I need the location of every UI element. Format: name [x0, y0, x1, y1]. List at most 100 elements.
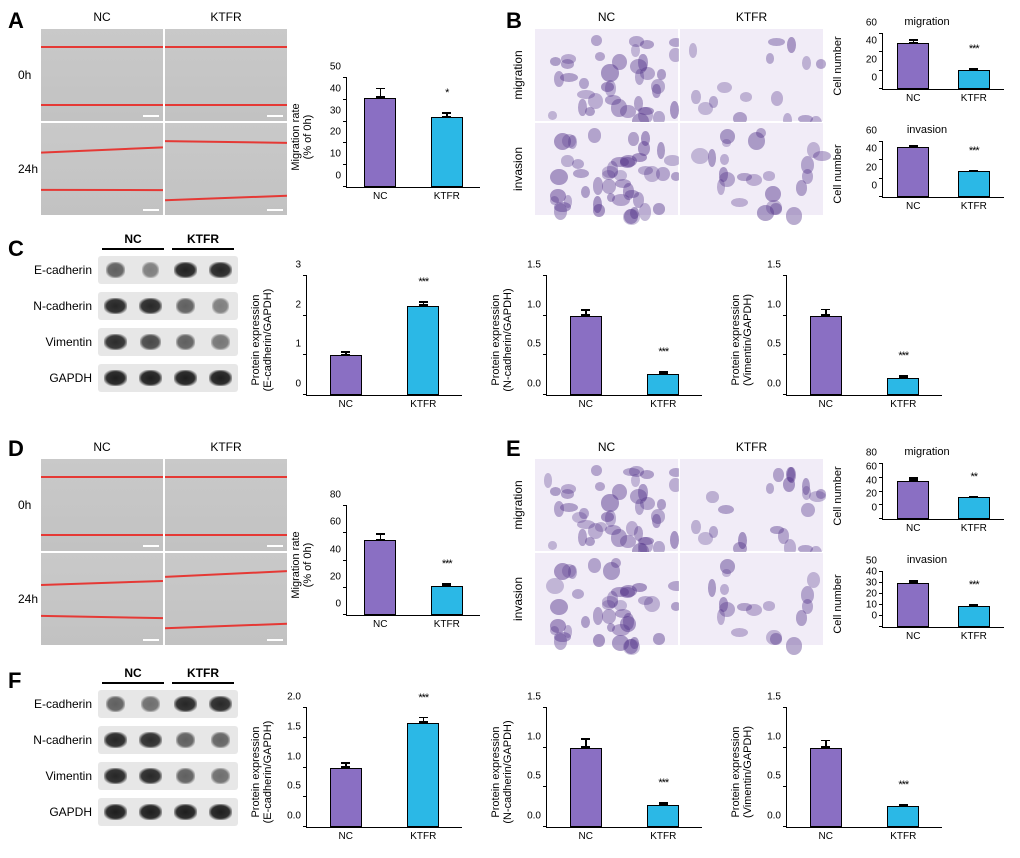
errorbar: [585, 738, 587, 748]
y-tick-label: 40: [330, 83, 341, 94]
cell-speckle: [605, 95, 622, 105]
blot-band: [106, 696, 126, 711]
significance-marker: ***: [969, 145, 979, 157]
y-tick-label: 0.5: [527, 339, 541, 350]
bar-KTFR: [647, 374, 679, 395]
y-axis-label: Protein expression(E-cadherin/GAPDH): [250, 289, 274, 392]
errorbar: [903, 804, 905, 806]
cell-speckle: [623, 468, 640, 476]
wound-image-0h-NC: [40, 28, 164, 122]
panel-letter-E: E: [506, 436, 521, 462]
blot-band: [211, 732, 230, 747]
y-tick-label: 1.0: [287, 751, 301, 762]
cell-speckle: [548, 111, 557, 120]
cell-speckle: [786, 637, 802, 655]
cell-speckle: [602, 179, 616, 195]
cell-speckle: [771, 91, 784, 107]
y-tick-label: 0: [335, 599, 341, 610]
cell-speckle: [722, 569, 731, 577]
errorbar: [446, 583, 448, 586]
cell-speckle: [778, 528, 789, 544]
errorbar: [663, 371, 665, 373]
cell-speckle: [581, 186, 590, 198]
row-label: 24h: [18, 162, 38, 176]
x-tick-label: NC: [819, 399, 833, 410]
cell-speckle: [670, 531, 679, 549]
cell-speckle: [550, 599, 568, 615]
cell-speckle: [717, 82, 732, 93]
cell-speckle: [550, 169, 568, 185]
y-axis-label: Migration rate(% of 0h): [290, 531, 314, 598]
cell-speckle: [766, 53, 775, 64]
cell-speckle: [572, 512, 587, 523]
cell-speckle: [731, 628, 748, 637]
cell-speckle: [546, 578, 563, 594]
significance-marker: ***: [969, 43, 979, 55]
y-tick-label: 20: [866, 589, 877, 600]
cell-speckle: [722, 139, 731, 147]
row-label: 24h: [18, 592, 38, 606]
significance-marker: ***: [418, 692, 428, 704]
scale-bar: [267, 545, 283, 547]
column-header: KTFR: [722, 10, 782, 24]
lane-group-label: NC: [124, 666, 141, 680]
y-tick-label: 30: [866, 578, 877, 589]
plot-area: 01020304050NC***KTFR: [882, 572, 1004, 628]
blot-row-E-cadherin: E-cadherin: [98, 256, 238, 284]
y-tick-label: 60: [866, 126, 877, 137]
cell-speckle: [763, 601, 776, 610]
y-axis-label: Cell number: [832, 144, 844, 203]
cell-speckle: [630, 207, 639, 219]
errorbar: [345, 351, 347, 355]
cell-speckle: [630, 637, 639, 649]
blot-protein-label: N-cadherin: [33, 299, 92, 313]
errorbar: [913, 477, 915, 480]
y-tick-label: 80: [866, 448, 877, 459]
wound-image-24h-NC: [40, 122, 164, 216]
cell-speckle: [562, 564, 576, 578]
bar-KTFR: [431, 117, 463, 187]
errorbar: [585, 309, 587, 315]
errorbar: [345, 762, 347, 767]
y-tick-label: 1.5: [287, 721, 301, 732]
lane-group-label: NC: [124, 232, 141, 246]
wound-healing-grid: [40, 28, 288, 216]
column-header: NC: [577, 440, 637, 454]
y-tick-label: 20: [866, 489, 877, 500]
errorbar: [913, 145, 915, 147]
cell-speckle: [564, 625, 573, 638]
panel-letter-A: A: [8, 8, 24, 34]
panel-letter-C: C: [8, 236, 24, 262]
blot-band: [174, 262, 197, 277]
transwell-image-migration-KTFR: [679, 28, 824, 122]
y-tick-label: 20: [866, 162, 877, 173]
blot-band: [139, 732, 162, 747]
x-tick-label: KTFR: [410, 399, 436, 410]
cell-speckle: [651, 509, 666, 524]
bar-KTFR: [958, 606, 990, 627]
y-tick-label: 1: [295, 339, 301, 350]
scale-bar: [143, 545, 159, 547]
panel-letter-B: B: [506, 8, 522, 34]
bar-KTFR: [431, 586, 463, 615]
blot-row-E-cadherin: E-cadherin: [98, 690, 238, 718]
cell-speckle: [802, 56, 811, 70]
blot-protein-label: Vimentin: [46, 769, 92, 783]
bar-NC: [897, 481, 929, 520]
y-tick-label: 0.5: [527, 771, 541, 782]
errorbar: [973, 68, 975, 70]
bar-chart: 0.00.51.01.5NC***KTFRProtein expression(…: [508, 692, 708, 852]
cell-speckle: [579, 78, 589, 89]
cell-speckle: [708, 579, 716, 596]
y-axis-label: Cell number: [832, 466, 844, 525]
cell-speckle: [635, 499, 644, 515]
panel-letter-F: F: [8, 668, 21, 694]
cell-speckle: [720, 584, 729, 595]
blot-protein-label: E-cadherin: [34, 697, 92, 711]
wound-image-24h-NC: [40, 552, 164, 646]
y-tick-label: 60: [330, 517, 341, 528]
bar-NC: [897, 583, 929, 627]
significance-marker: *: [445, 87, 448, 99]
y-tick-label: 40: [866, 144, 877, 155]
y-tick-label: 40: [866, 475, 877, 486]
